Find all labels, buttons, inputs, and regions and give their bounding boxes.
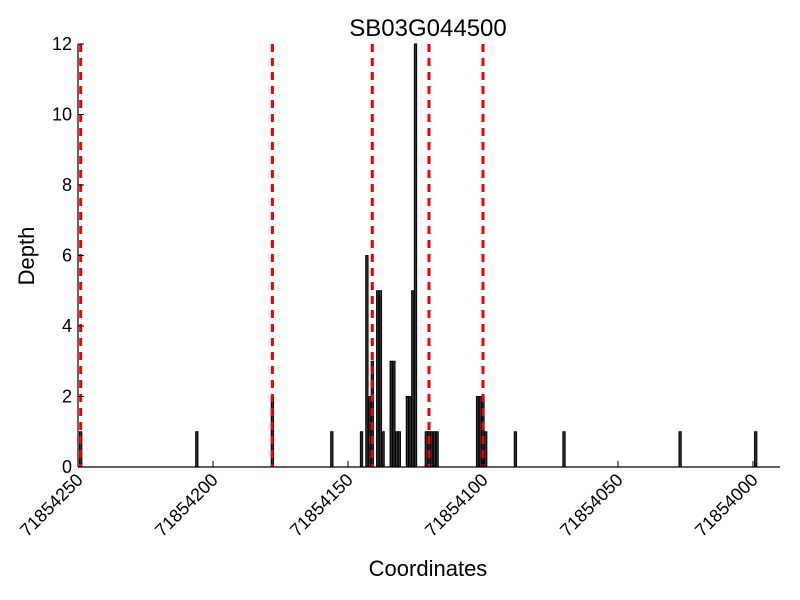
bar [397, 431, 401, 468]
bar [381, 431, 385, 468]
bar [359, 431, 364, 468]
bar [376, 290, 380, 468]
bar [413, 43, 418, 468]
bar [330, 431, 334, 468]
y-tick-label: 8 [62, 175, 72, 195]
x-tick-label: 71854150 [286, 470, 357, 541]
bar [408, 396, 412, 468]
bars-layer [79, 43, 758, 468]
x-tick-label: 71854100 [421, 470, 492, 541]
bar [195, 431, 199, 468]
y-tick-label: 4 [62, 316, 72, 336]
bar [754, 431, 758, 468]
x-tick-label: 71854000 [691, 470, 762, 541]
bar [405, 396, 410, 468]
x-tick-label: 71854200 [151, 470, 222, 541]
bar [424, 431, 428, 468]
y-tick-label: 0 [62, 457, 72, 477]
bar [475, 396, 480, 468]
x-tick-label: 71854050 [556, 470, 627, 541]
y-tick-label: 2 [62, 387, 72, 407]
bar [411, 290, 415, 468]
bar [365, 255, 369, 468]
bar [394, 431, 399, 468]
y-tick-label: 10 [52, 105, 72, 125]
chart-title: SB03G044500 [349, 15, 506, 42]
bar [435, 431, 439, 468]
y-axis-label: Depth [14, 227, 39, 286]
bar [392, 360, 396, 468]
y-tick-label: 6 [62, 246, 72, 266]
vertical-lines-layer [79, 44, 485, 467]
y-tick-label: 12 [52, 34, 72, 54]
bar [678, 431, 682, 468]
bar [432, 431, 437, 468]
bar [478, 396, 482, 468]
bar [389, 360, 393, 468]
x-tick-label: 71854250 [16, 470, 87, 541]
bar [513, 431, 518, 468]
bar [562, 431, 566, 468]
bar [430, 431, 434, 468]
bar [484, 431, 488, 468]
x-axis-label: Coordinates [369, 556, 488, 581]
bar [378, 290, 383, 468]
bar [367, 396, 372, 468]
